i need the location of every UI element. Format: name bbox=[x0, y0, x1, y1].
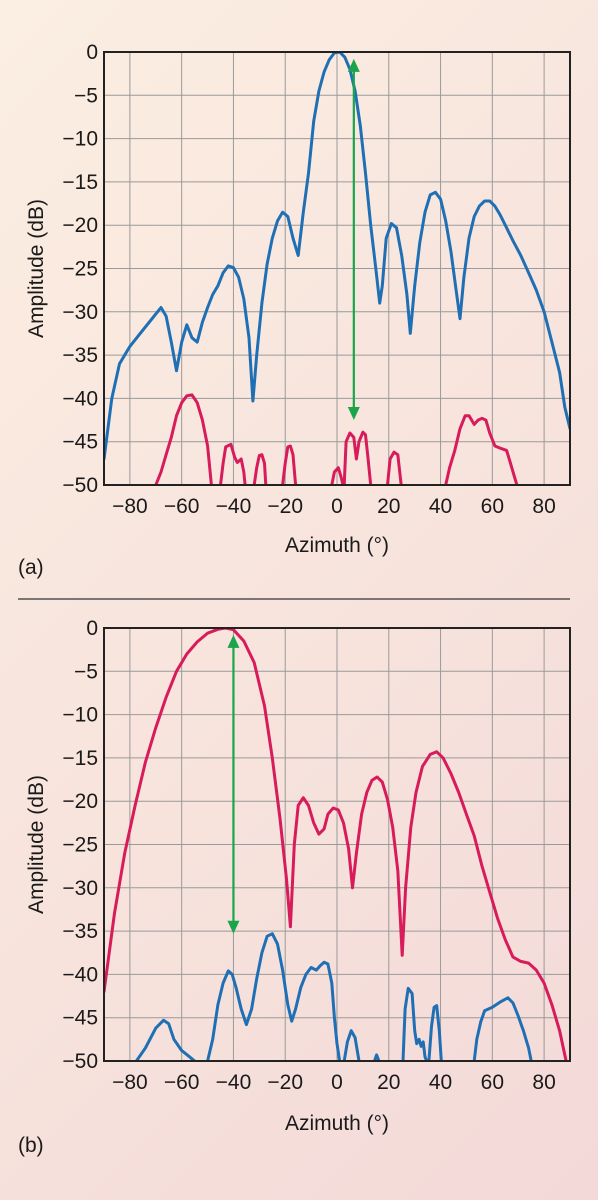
series-layer bbox=[104, 52, 570, 485]
grid-lines bbox=[104, 627, 570, 1062]
x-tick-label: 80 bbox=[532, 1071, 555, 1094]
series-layer bbox=[104, 628, 568, 1061]
series-line-1 bbox=[104, 52, 570, 461]
y-tick-label: −5 bbox=[74, 660, 98, 683]
y-tick-label: −50 bbox=[62, 474, 98, 497]
y-tick-label: −35 bbox=[62, 920, 98, 943]
x-tick-label: 40 bbox=[429, 495, 452, 518]
y-tick-label: −30 bbox=[62, 877, 98, 900]
x-tick-label: −40 bbox=[216, 495, 252, 518]
panel-label: (a) bbox=[18, 556, 44, 579]
series-line-2 bbox=[134, 932, 533, 1061]
y-tick-label: −50 bbox=[62, 1050, 98, 1073]
grid-lines bbox=[104, 51, 570, 486]
series-line-2 bbox=[154, 393, 519, 485]
x-tick-label: 0 bbox=[331, 495, 343, 518]
y-tick-label: −15 bbox=[62, 747, 98, 770]
x-tick-label: −80 bbox=[112, 1071, 148, 1094]
y-tick-label: −20 bbox=[62, 214, 98, 237]
x-tick-label: −60 bbox=[164, 495, 200, 518]
arrow-head-top bbox=[347, 58, 360, 72]
y-tick-label: 0 bbox=[86, 41, 98, 64]
x-tick-label: 20 bbox=[377, 1071, 400, 1094]
y-tick-label: −35 bbox=[62, 344, 98, 367]
panel-label: (b) bbox=[18, 1134, 44, 1157]
y-tick-label: −40 bbox=[62, 387, 98, 410]
x-tick-label: 40 bbox=[429, 1071, 452, 1094]
plot-frame bbox=[103, 51, 571, 486]
y-tick-label: −45 bbox=[62, 431, 98, 454]
x-tick-label: 60 bbox=[481, 1071, 504, 1094]
chart-panel-a: 0 −5 −10 −15 −20 −25 −30 −35 −40 −45 −50 −80 −60 −40… bbox=[18, 41, 571, 579]
x-tick-label: 0 bbox=[331, 1071, 343, 1094]
x-tick-label: −40 bbox=[216, 1071, 252, 1094]
y-axis-label: Amplitude (dB) bbox=[25, 775, 48, 914]
x-tick-label: −20 bbox=[267, 1071, 303, 1094]
x-tick-labels: −80 −60 −40 −20 0 20 40 60 80 bbox=[112, 1071, 556, 1094]
annotation-arrow bbox=[227, 634, 240, 934]
x-tick-label: 60 bbox=[481, 495, 504, 518]
annotation-arrow bbox=[347, 58, 360, 421]
y-tick-label: −5 bbox=[74, 84, 98, 107]
arrow-head-bottom bbox=[347, 407, 360, 421]
plot-frame bbox=[103, 627, 571, 1062]
series-line-1 bbox=[104, 628, 568, 1061]
x-tick-label: −60 bbox=[164, 1071, 200, 1094]
chart-panel-b: 0 −5 −10 −15 −20 −25 −30 −35 −40 −45 −50 −80 −60 −40… bbox=[18, 617, 571, 1157]
arrow-head-top bbox=[227, 634, 240, 648]
x-tick-labels: −80 −60 −40 −20 0 20 40 60 80 bbox=[112, 495, 556, 518]
y-tick-label: −10 bbox=[62, 128, 98, 151]
y-tick-label: −25 bbox=[62, 834, 98, 857]
x-tick-label: −20 bbox=[267, 495, 303, 518]
y-tick-label: 0 bbox=[86, 617, 98, 640]
y-tick-label: −15 bbox=[62, 171, 98, 194]
x-axis-label: Azimuth (°) bbox=[285, 1112, 389, 1135]
y-tick-labels: 0 −5 −10 −15 −20 −25 −30 −35 −40 −45 −50 bbox=[62, 617, 98, 1073]
y-tick-labels: 0 −5 −10 −15 −20 −25 −30 −35 −40 −45 −50 bbox=[62, 41, 98, 497]
x-tick-label: 20 bbox=[377, 495, 400, 518]
y-tick-label: −30 bbox=[62, 301, 98, 324]
arrow-head-bottom bbox=[227, 920, 240, 934]
y-tick-label: −40 bbox=[62, 963, 98, 986]
x-tick-label: 80 bbox=[532, 495, 555, 518]
x-axis-label: Azimuth (°) bbox=[285, 534, 389, 557]
x-tick-label: −80 bbox=[112, 495, 148, 518]
y-tick-label: −20 bbox=[62, 790, 98, 813]
y-tick-label: −10 bbox=[62, 704, 98, 727]
y-axis-label: Amplitude (dB) bbox=[25, 199, 48, 338]
y-tick-label: −45 bbox=[62, 1007, 98, 1030]
y-tick-label: −25 bbox=[62, 258, 98, 281]
